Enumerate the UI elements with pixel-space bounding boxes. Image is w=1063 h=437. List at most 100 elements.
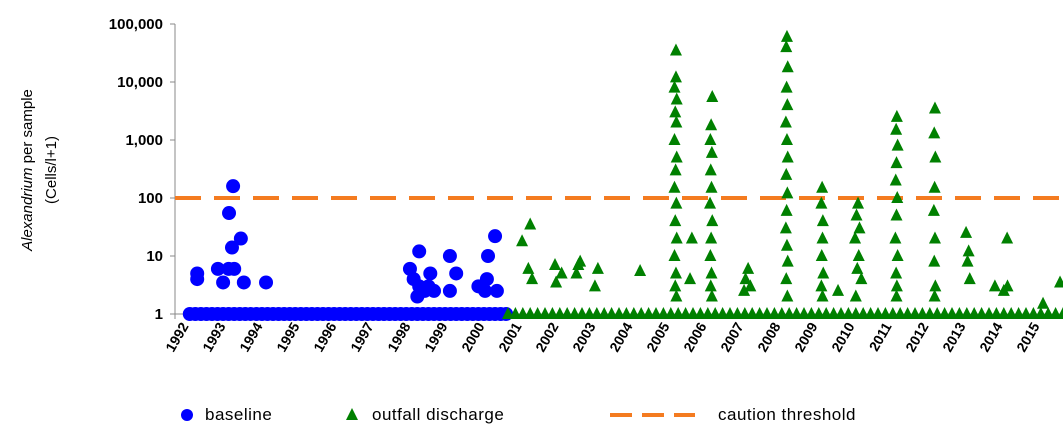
point — [779, 221, 792, 234]
point — [685, 231, 698, 244]
point — [222, 206, 237, 221]
point — [670, 231, 683, 244]
point — [855, 272, 868, 285]
x-tick-label: 2010 — [828, 319, 858, 354]
point — [704, 196, 717, 209]
point — [669, 279, 682, 292]
y-tick-label: 1 — [155, 306, 163, 323]
point — [442, 249, 457, 263]
point — [481, 249, 496, 263]
point — [210, 261, 225, 276]
point — [816, 214, 829, 227]
legend-label: caution threshold — [718, 405, 856, 424]
point — [817, 266, 830, 279]
point — [574, 254, 587, 267]
x-tick-label: 1999 — [421, 319, 451, 354]
point — [670, 150, 683, 163]
point — [891, 138, 904, 151]
point — [479, 272, 494, 287]
point — [1057, 307, 1063, 319]
point — [634, 264, 647, 277]
point — [742, 261, 755, 274]
y-tick-label: 10,000 — [117, 74, 163, 91]
point — [668, 249, 681, 261]
point — [928, 254, 941, 267]
legend-label: outfall discharge — [372, 405, 504, 424]
point — [890, 289, 903, 302]
point — [739, 272, 752, 285]
point — [928, 126, 941, 139]
point — [849, 289, 862, 302]
x-tick-label: 2002 — [532, 319, 562, 354]
point — [522, 261, 535, 274]
point — [780, 238, 793, 251]
point — [1001, 231, 1014, 244]
point — [781, 150, 794, 163]
point — [832, 283, 845, 296]
x-tick-label: 1994 — [236, 319, 266, 354]
x-tick-label: 1995 — [273, 319, 303, 354]
legend-marker — [181, 409, 193, 421]
point — [781, 98, 794, 111]
point — [704, 133, 717, 145]
point — [236, 275, 251, 290]
x-tick-label: 2012 — [902, 319, 932, 354]
point — [890, 109, 903, 122]
point — [669, 70, 682, 83]
x-tick-label: 2008 — [754, 319, 784, 354]
point — [668, 180, 681, 193]
point — [190, 272, 205, 287]
point — [997, 283, 1010, 296]
x-tick-label: 2004 — [606, 319, 636, 354]
point — [704, 249, 717, 261]
point — [226, 179, 241, 194]
point — [928, 180, 941, 193]
point — [963, 272, 976, 285]
point — [669, 266, 682, 279]
x-tick-label: 2003 — [569, 319, 599, 354]
y-axis-label: Alexandrium per sample — [19, 89, 36, 252]
point — [780, 133, 793, 145]
point — [928, 101, 941, 114]
point — [705, 118, 718, 131]
point — [852, 249, 865, 261]
point — [781, 186, 794, 199]
point — [669, 214, 682, 227]
point — [449, 266, 464, 281]
y-tick-label: 100 — [138, 190, 163, 207]
point — [410, 289, 425, 304]
point — [816, 231, 829, 244]
point — [779, 115, 792, 128]
point — [233, 231, 248, 246]
point — [961, 254, 974, 267]
point — [227, 261, 242, 276]
point — [668, 80, 681, 93]
point — [670, 289, 683, 302]
x-tick-label: 1997 — [347, 319, 377, 354]
point — [891, 191, 904, 203]
x-tick-label: 2015 — [1013, 319, 1043, 354]
point — [550, 275, 563, 288]
point — [706, 214, 719, 227]
point — [744, 279, 757, 292]
point — [704, 279, 717, 292]
point — [427, 283, 441, 298]
point — [889, 173, 902, 186]
point — [780, 80, 793, 93]
point — [781, 60, 794, 73]
point — [588, 279, 601, 292]
point — [849, 231, 862, 244]
point — [815, 249, 828, 261]
point — [780, 40, 793, 53]
point — [570, 266, 583, 279]
point — [781, 289, 794, 302]
point — [960, 225, 973, 238]
legend-marker — [346, 408, 358, 420]
point — [669, 105, 682, 118]
point — [524, 217, 537, 230]
point — [890, 208, 903, 221]
x-tick-label: 2014 — [976, 319, 1006, 354]
x-tick-label: 2000 — [458, 319, 488, 354]
x-tick-label: 1998 — [384, 319, 414, 354]
